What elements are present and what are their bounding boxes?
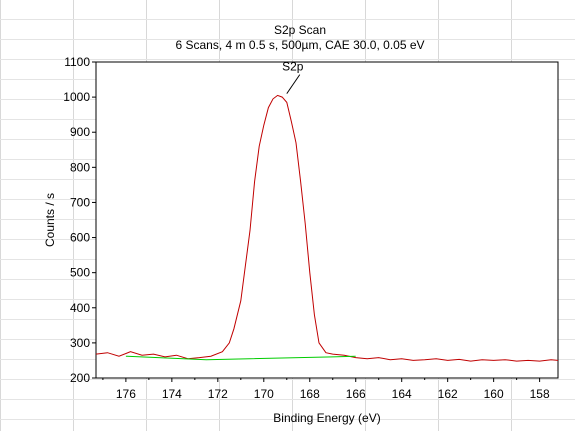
y-tick-label: 900 — [70, 125, 90, 139]
plot-area — [95, 61, 559, 379]
x-axis: 176 174 172 170 168 166 164 162 160 158 — [102, 378, 550, 401]
y-tick-label: 500 — [70, 266, 90, 280]
y-tick-label: 800 — [70, 160, 90, 174]
x-tick-label: 158 — [530, 387, 550, 401]
annotation-layer: S2p — [282, 60, 304, 94]
chart-title: S2p Scan — [274, 23, 326, 37]
chart-subtitle: 6 Scans, 4 m 0.5 s, 500µm, CAE 30.0, 0.0… — [175, 38, 424, 52]
y-tick-label: 700 — [70, 195, 90, 209]
y-tick-label: 1100 — [64, 55, 90, 69]
x-tick-label: 170 — [254, 387, 274, 401]
x-tick-label: 174 — [162, 387, 182, 401]
peak-annotation-label: S2p — [282, 60, 304, 74]
y-tick-label: 300 — [70, 336, 90, 350]
spectrum-line — [95, 94, 559, 362]
series-layer — [95, 94, 559, 362]
y-axis: 200 300 400 500 600 700 800 900 1000 1100 — [63, 55, 96, 385]
peak-annotation-leader — [286, 74, 301, 94]
y-tick-label: 400 — [70, 301, 90, 315]
y-axis-label: Counts / s — [43, 193, 57, 247]
background-line — [125, 355, 356, 361]
y-tick-label: 1000 — [63, 90, 90, 104]
x-axis-label: Binding Energy (eV) — [273, 411, 380, 425]
x-tick-label: 160 — [484, 387, 504, 401]
x-tick-label: 164 — [392, 387, 412, 401]
x-tick-label: 168 — [300, 387, 320, 401]
x-tick-label: 162 — [438, 387, 458, 401]
x-tick-label: 166 — [346, 387, 366, 401]
y-tick-label: 600 — [70, 231, 90, 245]
y-tick-label: 200 — [70, 371, 90, 385]
x-tick-label: 176 — [116, 387, 136, 401]
x-tick-label: 172 — [208, 387, 228, 401]
